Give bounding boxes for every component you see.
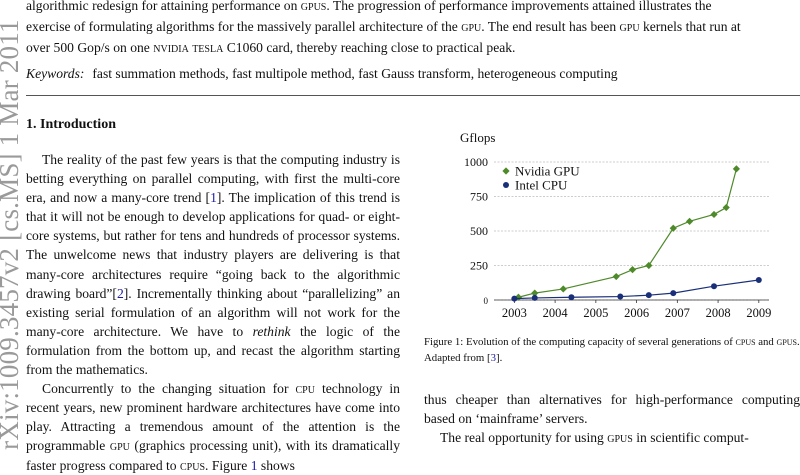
- left-column: The reality of the past few years is tha…: [26, 150, 400, 475]
- y-tick-label: 0: [484, 296, 489, 306]
- paragraph: The reality of the past few years is tha…: [26, 150, 400, 379]
- abstract-tail: algorithmic redesign for attaining perfo…: [26, 0, 800, 58]
- legend-label: Intel CPU: [515, 178, 568, 193]
- x-tick-label: 2003: [502, 306, 527, 320]
- data-point: [531, 294, 538, 301]
- data-point: [732, 165, 741, 173]
- data-point: [617, 293, 624, 300]
- x-tick-label: 2008: [706, 306, 731, 320]
- data-point: [722, 203, 730, 212]
- figure-caption: Figure 1: Evolution of the computing cap…: [424, 334, 800, 366]
- y-axis-label: Gflops: [460, 130, 495, 145]
- figure-link[interactable]: 1: [250, 457, 258, 473]
- data-point: [755, 276, 762, 283]
- abstract-line: over 500 Gop/s on one nvidia tesla C1060…: [26, 37, 800, 58]
- section-heading: 1. Introduction: [26, 117, 116, 132]
- citation-link[interactable]: 2: [116, 285, 124, 301]
- small-caps-term: gpus: [300, 0, 327, 13]
- small-caps-term: nvidia tesla: [153, 40, 224, 55]
- text-run: ]. The implication of this trend is that…: [26, 190, 400, 301]
- small-caps-term: gpus: [607, 430, 633, 445]
- figure-1: Gflops 0 250 500 750 1000 2003 2004 2005 2006 2007…: [424, 126, 800, 326]
- data-point: [568, 294, 575, 301]
- x-tick-label: 2006: [624, 306, 649, 320]
- text-run: exercise of formulating algorithms for t…: [26, 19, 462, 34]
- small-caps-term: cpu: [295, 381, 315, 397]
- text-run: C1060 card, thereby reaching close to pr…: [223, 40, 516, 55]
- keywords-label: Keywords:: [26, 66, 85, 81]
- text-run: over 500 Gop/s on one: [26, 40, 154, 55]
- y-tick-label: 250: [470, 259, 488, 273]
- text-run: Figure 1: Evolution of the computing cap…: [424, 336, 736, 348]
- gflops-chart: Gflops 0 250 500 750 1000 2003 2004 2005 2006 2007…: [460, 130, 771, 320]
- data-point: [511, 295, 518, 302]
- x-tick-label: 2009: [746, 306, 771, 320]
- arxiv-identifier: arXiv:1009.3457v2 [cs.MS] 1 Mar 2011: [0, 19, 24, 450]
- emphasis: rethink: [252, 323, 291, 339]
- text-run: . Adapted from [: [424, 336, 800, 364]
- y-tick-label: 750: [470, 190, 488, 204]
- data-point: [612, 272, 620, 281]
- text-run: . The end result has been: [481, 19, 620, 34]
- y-tick-label: 1000: [464, 155, 488, 169]
- paragraph: thus cheaper than alternatives for high-…: [424, 392, 800, 426]
- x-tick-label: 2005: [583, 306, 608, 320]
- small-caps-term: cpus: [735, 336, 756, 348]
- data-point: [685, 217, 694, 225]
- text-run: in scientific comput-: [632, 430, 749, 445]
- small-caps-term: cpus: [180, 457, 206, 473]
- x-tick-label: 2007: [665, 306, 690, 320]
- small-caps-term: gpus: [776, 336, 797, 348]
- citation-link[interactable]: 3: [490, 352, 496, 364]
- small-caps-term: gpu: [461, 19, 482, 34]
- abstract-line: exercise of formulating algorithms for t…: [26, 16, 800, 37]
- text-run: The real opportunity for using: [440, 430, 608, 445]
- series-line: [514, 279, 759, 300]
- data-point: [711, 283, 717, 290]
- text-run: . The progression of performance improve…: [326, 0, 712, 13]
- keywords-text: fast summation methods, fast multipole m…: [92, 66, 618, 81]
- data-point: [559, 285, 567, 293]
- data-point: [628, 266, 637, 274]
- text-run: kernels that run at: [639, 19, 741, 34]
- legend-label: Nvidia GPU: [515, 164, 580, 179]
- text-run: . Figure: [205, 457, 251, 473]
- text-run: the logic of the formulation from the bo…: [26, 323, 400, 378]
- section-divider: [26, 95, 800, 96]
- text-run: algorithmic redesign for attaining perfo…: [26, 0, 301, 13]
- text-run: The reality of the past few years is tha…: [26, 152, 400, 206]
- y-tick-label: 500: [470, 224, 488, 238]
- data-point: [645, 261, 653, 270]
- text-run: and: [755, 336, 777, 348]
- paragraph: The real opportunity for using gpus in s…: [424, 428, 800, 447]
- abstract-line: algorithmic redesign for attaining perfo…: [26, 0, 800, 16]
- keywords: Keywords: fast summation methods, fast mu…: [26, 66, 618, 82]
- text-run: shows: [257, 457, 295, 473]
- text-run: ].: [495, 352, 503, 364]
- legend-marker: [503, 182, 509, 188]
- small-caps-term: gpu: [109, 438, 130, 454]
- right-column: thus cheaper than alternatives for high-…: [424, 390, 800, 447]
- x-tick-label: 2004: [543, 306, 569, 320]
- data-point: [670, 290, 677, 297]
- citation-link[interactable]: 1: [210, 190, 217, 206]
- paragraph: Concurrently to the changing situation f…: [26, 379, 400, 474]
- data-point: [710, 210, 718, 219]
- legend-marker: [502, 167, 510, 175]
- text-run: ]. Incrementally thinking about “paralle…: [26, 285, 400, 339]
- text-run: Concurrently to the changing situation f…: [42, 381, 296, 397]
- data-point: [645, 292, 652, 299]
- small-caps-term: gpu: [619, 19, 640, 34]
